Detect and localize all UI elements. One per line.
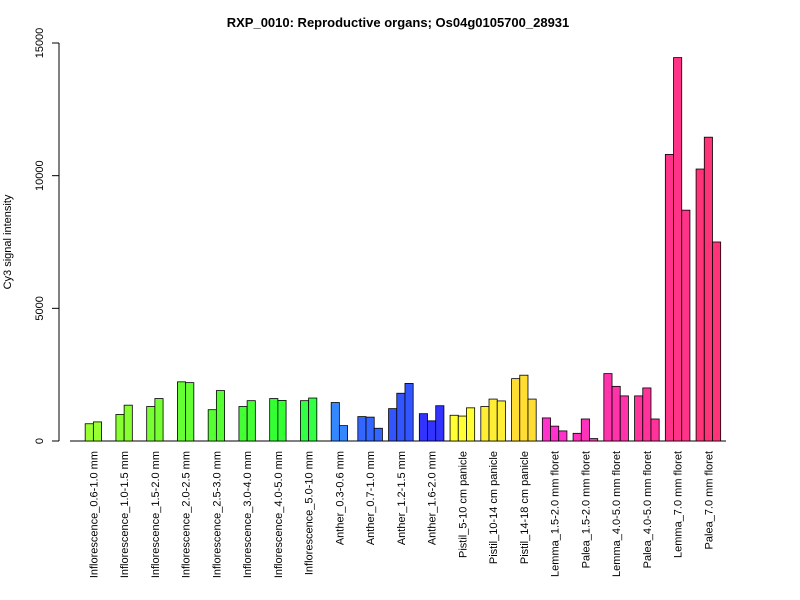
- category-label: Lemma_7.0 mm floret: [673, 451, 685, 558]
- category-label: Pistil_5-10 cm panicle: [457, 451, 469, 558]
- bar: [589, 438, 599, 442]
- bar: [673, 57, 683, 442]
- bars: [84, 57, 722, 442]
- bar: [123, 404, 133, 442]
- bar: [527, 398, 537, 442]
- bar: [388, 408, 398, 442]
- bar: [611, 385, 621, 442]
- bar: [650, 418, 660, 442]
- bar: [664, 154, 674, 442]
- category-label: Palea_1.5-2.0 mm floret: [580, 451, 592, 568]
- bar: [558, 430, 568, 442]
- category-label: Pistil_14-18 cm panicle: [519, 451, 531, 564]
- bar: [300, 400, 310, 442]
- category-label: Lemma_4.0-5.0 mm floret: [611, 451, 623, 577]
- y-ticks: 0 5000 10000 15000: [34, 28, 59, 444]
- bar: [572, 432, 582, 442]
- bar: [277, 399, 287, 442]
- bar: [550, 425, 560, 442]
- category-label: Anther_1.2-1.5 mm: [396, 451, 408, 545]
- bar: [427, 420, 437, 442]
- category-label: Palea_4.0-5.0 mm floret: [642, 451, 654, 568]
- y-axis-label: Cy3 signal intensity: [2, 194, 14, 289]
- bar: [418, 413, 428, 442]
- bar: [488, 398, 498, 442]
- bar: [373, 427, 383, 442]
- bar: [115, 414, 125, 442]
- bar: [519, 374, 529, 442]
- category-label: Palea_7.0 mm floret: [703, 451, 715, 549]
- bar: [154, 398, 164, 442]
- bar: [511, 378, 521, 442]
- bar: [207, 409, 217, 442]
- bar: [449, 414, 459, 442]
- bar: [496, 400, 506, 442]
- chart-title: RXP_0010: Reproductive organs; Os04g0105…: [227, 15, 570, 30]
- bar: [84, 423, 94, 442]
- category-label: Inflorescence_2.5-3.0 mm: [211, 451, 223, 578]
- y-tick-label: 10000: [34, 160, 46, 191]
- bar: [308, 397, 318, 442]
- bar: [185, 382, 195, 442]
- category-label: Anther_1.6-2.0 mm: [427, 451, 439, 545]
- bar: [215, 390, 225, 442]
- bar: [92, 421, 102, 442]
- bar: [404, 383, 414, 442]
- category-label: Inflorescence_1.0-1.5 mm: [119, 451, 131, 578]
- bar: [480, 406, 490, 442]
- bar: [238, 406, 248, 442]
- bar: [396, 392, 406, 442]
- bar: [365, 416, 375, 442]
- y-tick-label: 15000: [34, 28, 46, 59]
- bar: [681, 209, 691, 442]
- category-label: Inflorescence_5.0-10 mm: [304, 451, 316, 575]
- bar: [466, 407, 476, 442]
- bar: [246, 400, 256, 442]
- category-label: Inflorescence_1.5-2.0 mm: [150, 451, 162, 578]
- bar: [580, 418, 590, 442]
- bar: [338, 425, 348, 442]
- bar: [177, 381, 187, 442]
- bar: [357, 416, 367, 442]
- category-label: Inflorescence_2.0-2.5 mm: [181, 451, 193, 578]
- category-label: Lemma_1.5-2.0 mm floret: [550, 451, 562, 577]
- category-label: Inflorescence_0.6-1.0 mm: [88, 451, 100, 578]
- bar: [457, 415, 467, 442]
- bar: [642, 387, 652, 442]
- bar: [703, 136, 713, 442]
- bar: [330, 402, 340, 442]
- category-label: Anther_0.7-1.0 mm: [365, 451, 377, 545]
- bar: [603, 373, 613, 442]
- bar: [269, 398, 279, 442]
- category-label: Anther_0.3-0.6 mm: [334, 451, 346, 545]
- category-label: Pistil_10-14 cm panicle: [488, 451, 500, 564]
- bar: [619, 395, 629, 442]
- bar: [695, 168, 705, 442]
- category-label: Inflorescence_4.0-5.0 mm: [273, 451, 285, 578]
- bar: [541, 417, 551, 442]
- y-tick-label: 0: [34, 438, 46, 444]
- bar: [146, 406, 156, 442]
- bar: [712, 241, 722, 442]
- category-labels: Inflorescence_0.6-1.0 mm Inflorescence_1.…: [88, 451, 715, 578]
- y-tick-label: 5000: [34, 296, 46, 320]
- category-label: Inflorescence_3.0-4.0 mm: [242, 451, 254, 578]
- bar: [435, 405, 445, 442]
- bar: [634, 395, 644, 442]
